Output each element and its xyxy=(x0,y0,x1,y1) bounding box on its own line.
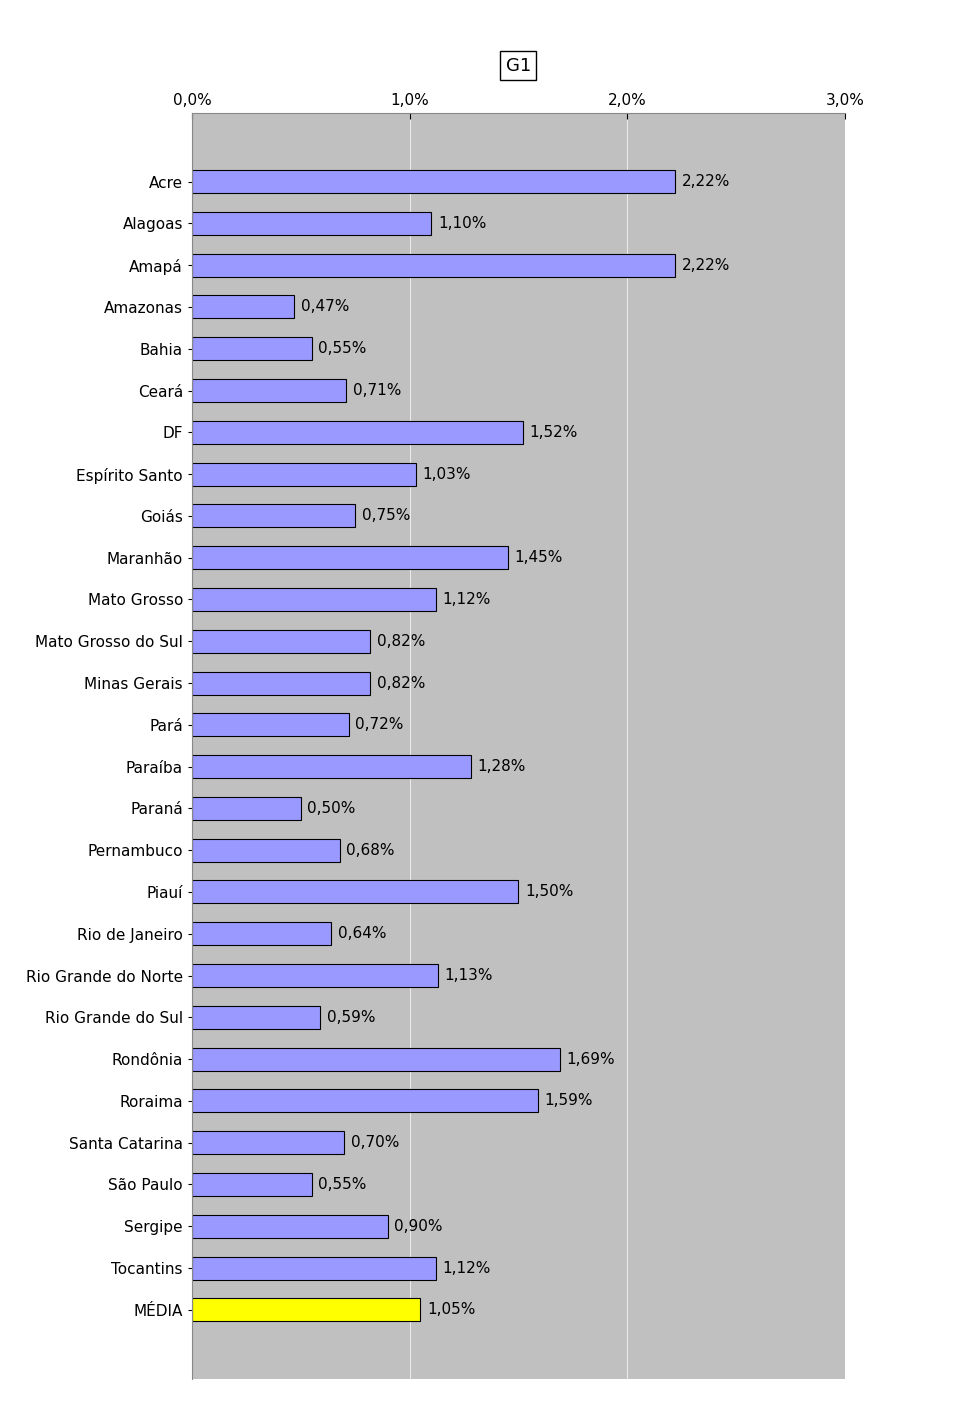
Text: 0,70%: 0,70% xyxy=(350,1135,399,1150)
Bar xyxy=(192,796,300,820)
Text: 2,22%: 2,22% xyxy=(682,174,730,189)
Text: 0,47%: 0,47% xyxy=(300,300,349,315)
Text: 0,55%: 0,55% xyxy=(318,342,367,356)
Bar xyxy=(192,1173,312,1196)
Bar xyxy=(192,922,331,946)
Bar xyxy=(192,1089,538,1113)
Bar xyxy=(192,504,355,528)
Bar xyxy=(192,170,675,193)
Text: 1,69%: 1,69% xyxy=(566,1051,615,1067)
Text: 1,12%: 1,12% xyxy=(443,592,491,606)
Text: 0,72%: 0,72% xyxy=(355,718,403,732)
Bar xyxy=(192,1214,388,1238)
Text: 0,75%: 0,75% xyxy=(362,508,410,523)
Text: 0,82%: 0,82% xyxy=(377,633,425,649)
Bar xyxy=(192,1006,321,1029)
Text: 0,71%: 0,71% xyxy=(353,383,401,398)
Bar xyxy=(192,671,371,695)
Bar xyxy=(192,1131,345,1154)
Bar xyxy=(192,1048,560,1071)
Bar xyxy=(192,295,295,318)
Text: 1,59%: 1,59% xyxy=(544,1093,593,1109)
Bar xyxy=(192,964,438,988)
Text: 0,50%: 0,50% xyxy=(307,801,356,816)
Bar xyxy=(192,881,518,903)
Bar xyxy=(192,588,436,611)
Text: 0,55%: 0,55% xyxy=(318,1176,367,1192)
Text: 1,05%: 1,05% xyxy=(427,1303,475,1317)
Bar xyxy=(192,212,431,235)
Bar xyxy=(192,839,340,861)
Text: 1,45%: 1,45% xyxy=(514,550,563,566)
Text: 1,12%: 1,12% xyxy=(443,1261,491,1276)
Text: 0,68%: 0,68% xyxy=(347,843,395,858)
Bar xyxy=(192,630,371,653)
Bar xyxy=(192,378,347,402)
Text: 1,28%: 1,28% xyxy=(477,760,525,774)
Bar xyxy=(192,463,416,485)
Text: 0,59%: 0,59% xyxy=(327,1010,375,1024)
Bar xyxy=(192,253,675,277)
Text: 0,64%: 0,64% xyxy=(338,926,386,941)
Text: 0,90%: 0,90% xyxy=(395,1218,443,1234)
Bar xyxy=(192,421,523,443)
Bar xyxy=(192,756,470,778)
Bar xyxy=(192,338,312,360)
Text: 1,10%: 1,10% xyxy=(438,215,487,231)
Text: 1,50%: 1,50% xyxy=(525,885,573,899)
Title: G1: G1 xyxy=(506,56,531,75)
Text: 1,03%: 1,03% xyxy=(422,467,471,481)
Text: 0,82%: 0,82% xyxy=(377,675,425,691)
Bar xyxy=(192,546,508,570)
Bar xyxy=(192,1299,420,1321)
Text: 1,13%: 1,13% xyxy=(444,968,492,983)
Bar xyxy=(192,713,348,736)
Text: 2,22%: 2,22% xyxy=(682,257,730,273)
Bar xyxy=(192,1256,436,1279)
Text: 1,52%: 1,52% xyxy=(529,425,578,440)
